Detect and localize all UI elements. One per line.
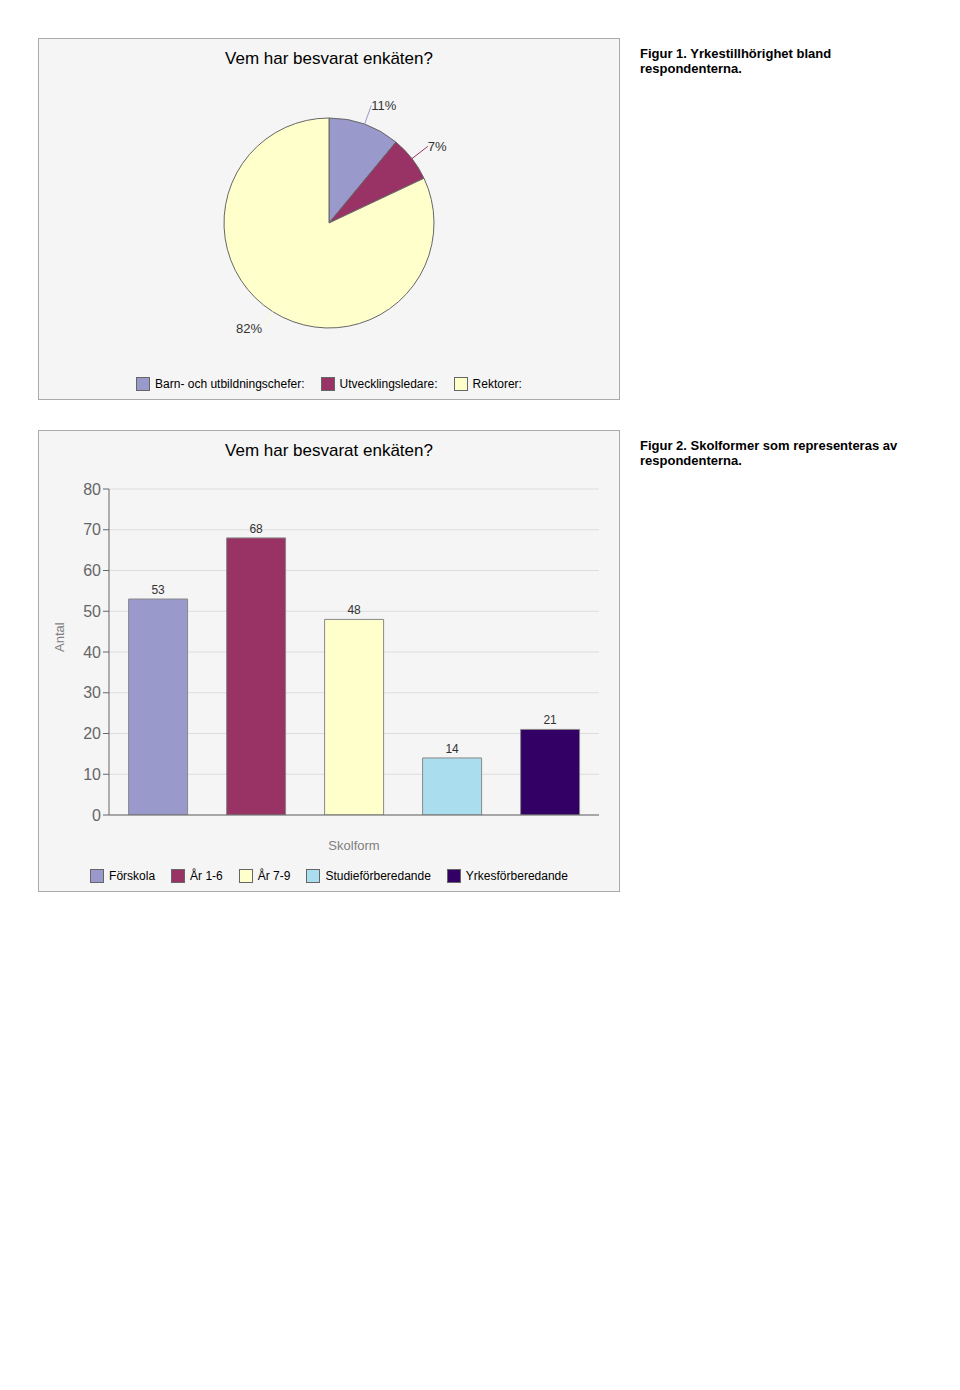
svg-text:70: 70: [83, 521, 101, 538]
svg-text:48: 48: [347, 603, 361, 617]
svg-text:20: 20: [83, 725, 101, 742]
svg-text:68: 68: [249, 522, 263, 536]
html-text:Yrkesförberedande: Yrkesförberedande: [465, 869, 568, 883]
svg-text:14: 14: [445, 742, 459, 756]
svg-text:40: 40: [83, 644, 101, 661]
html-text:Utvecklingsledare:: Utvecklingsledare:: [339, 377, 438, 391]
svg-text:11%: 11%: [371, 98, 396, 113]
html-text:Rektorer:: Rektorer:: [472, 377, 522, 391]
html-text:Figur 1. Yrkestillhörighet bla: Figur 1. Yrkestillhörighet bland respond…: [640, 46, 832, 76]
svg-text:50: 50: [83, 603, 101, 620]
svg-text:80: 80: [83, 481, 101, 498]
svg-text:21: 21: [543, 713, 557, 727]
html-text:Vem har besvarat enkäten?: Vem har besvarat enkäten?: [225, 49, 433, 68]
svg-text:Skolform: Skolform: [328, 838, 379, 853]
html-text:Figur 2. Skolformer som repres: Figur 2. Skolformer som representeras av…: [640, 438, 898, 468]
svg-text:53: 53: [151, 583, 165, 597]
svg-text:Antal: Antal: [52, 622, 67, 652]
svg-text:60: 60: [83, 562, 101, 579]
html-text:Barn- och utbildningschefer:: Barn- och utbildningschefer:: [155, 377, 305, 391]
html-text:År 1-6: År 1-6: [190, 869, 223, 883]
svg-text:10: 10: [83, 766, 101, 783]
svg-text:30: 30: [83, 684, 101, 701]
html-text:Studieförberedande: Studieförberedande: [325, 869, 431, 883]
svg-text:7%: 7%: [428, 139, 447, 154]
html-text:Förskola: Förskola: [109, 869, 156, 883]
html-text:Vem har besvarat enkäten?: Vem har besvarat enkäten?: [225, 441, 433, 460]
svg-text:82%: 82%: [236, 321, 262, 336]
html-text:År 7-9: År 7-9: [257, 869, 291, 883]
svg-text:0: 0: [92, 807, 101, 824]
